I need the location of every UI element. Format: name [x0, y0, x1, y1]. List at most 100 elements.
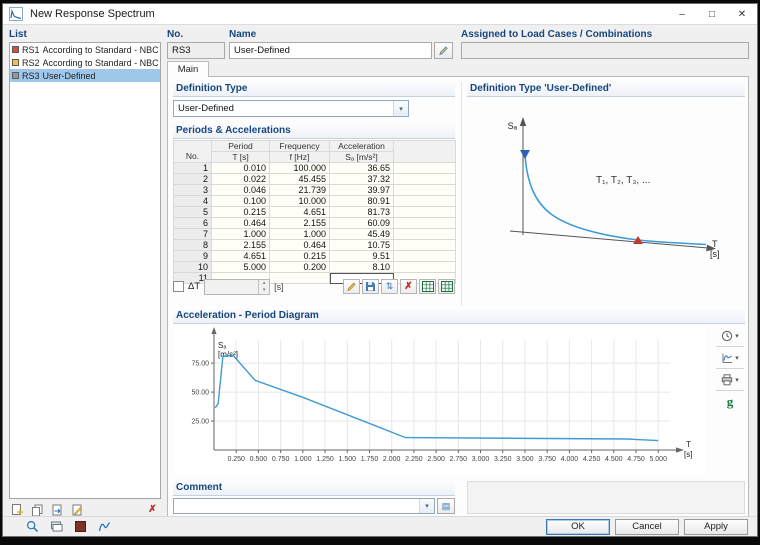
x-tick-label: 1.500	[339, 456, 357, 463]
y-tick-label: 50.00	[191, 390, 209, 397]
color-swatch-icon	[74, 521, 86, 532]
acceleration-cell[interactable]: 80.91	[329, 195, 394, 207]
ok-button[interactable]: OK	[546, 518, 610, 535]
minimize-button[interactable]: –	[679, 9, 685, 20]
col-filler	[393, 140, 456, 163]
excel-import-button[interactable]	[419, 279, 436, 294]
period-cell[interactable]: 0.022	[211, 173, 270, 185]
window-buttons: – □ ✕	[667, 4, 757, 25]
insert-icon: ▤	[441, 500, 451, 511]
comment-combo[interactable]: ▾	[173, 498, 435, 514]
close-button[interactable]: ✕	[737, 9, 747, 20]
period-cell[interactable]: 0.464	[211, 217, 270, 229]
no-field[interactable]: RS3	[167, 42, 225, 59]
frequency-cell[interactable]: 45.455	[269, 173, 330, 185]
frequency-cell[interactable]: 0.200	[269, 261, 330, 273]
delete-spectrum-button[interactable]: ✗	[144, 503, 161, 518]
frequency-cell[interactable]: 0.215	[269, 250, 330, 262]
comment-template-button[interactable]: ▤	[437, 498, 455, 514]
acceleration-cell[interactable]: 81.73	[329, 206, 394, 218]
period-cell[interactable]: 1.000	[211, 228, 270, 240]
row-number: 5	[173, 206, 212, 218]
period-cell[interactable]: 0.100	[211, 195, 270, 207]
tab-main[interactable]: Main	[167, 61, 209, 77]
acceleration-cell[interactable]: 39.97	[329, 184, 394, 196]
period-cell[interactable]: 0.046	[211, 184, 270, 196]
period-cell[interactable]: 0.215	[211, 206, 270, 218]
printer-icon	[722, 373, 733, 385]
details-button[interactable]	[22, 519, 42, 535]
print-button[interactable]: ▾	[713, 371, 747, 388]
period-cell[interactable]: 2.155	[211, 239, 270, 251]
layers-button[interactable]	[46, 519, 66, 535]
frequency-cell[interactable]: 21.739	[269, 184, 330, 196]
spin-up-icon[interactable]: ▴	[262, 279, 266, 286]
excel-export-button[interactable]	[438, 279, 455, 294]
pick-button[interactable]	[343, 279, 360, 294]
col-period: Period	[211, 140, 270, 152]
preview-annotation: T₁, T₂, T₃, ...	[596, 175, 650, 186]
save-table-button[interactable]	[362, 279, 379, 294]
color-swatch-button[interactable]	[70, 519, 90, 535]
x-tick-label: 2.500	[427, 456, 445, 463]
assigned-field[interactable]	[461, 42, 749, 59]
separator	[716, 346, 744, 347]
preview-x-label: T	[712, 239, 718, 249]
acceleration-cell[interactable]: 45.49	[329, 228, 394, 240]
frequency-cell[interactable]: 4.651	[269, 206, 330, 218]
frequency-cell[interactable]: 1.000	[269, 228, 330, 240]
period-cell[interactable]: 0.010	[211, 162, 270, 174]
chevron-down-icon[interactable]: ▾	[393, 101, 408, 116]
list-item-rs3[interactable]: RS3 User-Defined	[10, 69, 160, 82]
import-spectrum-button[interactable]	[49, 503, 66, 518]
frequency-cell[interactable]: 10.000	[269, 195, 330, 207]
title-bar: New Response Spectrum – □ ✕	[3, 4, 757, 25]
bottom-bar: OK Cancel Apply	[3, 516, 757, 536]
apply-button[interactable]: Apply	[684, 518, 748, 535]
delta-t-label: ΔT	[188, 281, 201, 292]
spin-down-icon[interactable]: ▾	[262, 286, 266, 293]
curve-settings-button[interactable]	[94, 519, 114, 535]
period-cell[interactable]: 5.000	[211, 261, 270, 273]
time-course-button[interactable]: ▾	[713, 327, 747, 344]
diagram-settings-button[interactable]: ▾	[713, 349, 747, 366]
definition-type-combo[interactable]: User-Defined ▾	[173, 100, 409, 117]
new-spectrum-button[interactable]	[9, 503, 26, 518]
delta-t-checkbox[interactable]	[173, 281, 184, 292]
frequency-cell[interactable]	[269, 272, 330, 284]
clear-table-button[interactable]: ✗	[400, 279, 417, 294]
edit-name-button[interactable]	[434, 42, 453, 59]
acceleration-cell[interactable]: 36.65	[329, 162, 394, 174]
renumber-button[interactable]	[69, 503, 86, 518]
period-cell[interactable]: 4.651	[211, 250, 270, 262]
chevron-down-icon[interactable]: ▾	[419, 499, 434, 513]
x-tick-label: 1.000	[294, 456, 312, 463]
sort-button[interactable]: ⇅	[381, 279, 398, 294]
acceleration-cell[interactable]: 8.10	[329, 261, 394, 273]
name-field[interactable]: User-Defined	[229, 42, 432, 59]
frequency-cell[interactable]: 100.000	[269, 162, 330, 174]
acceleration-cell[interactable]: 10.75	[329, 239, 394, 251]
row-number: 9	[173, 250, 212, 262]
cancel-button[interactable]: Cancel	[615, 518, 679, 535]
delta-t-spinner[interactable]: ▴ ▾	[258, 279, 269, 294]
maximize-button[interactable]: □	[708, 9, 716, 20]
filler-cell	[393, 162, 456, 174]
list-item-label: According to Standard - NBC | 20	[42, 44, 158, 55]
frequency-cell[interactable]: 0.464	[269, 239, 330, 251]
frequency-cell[interactable]: 2.155	[269, 217, 330, 229]
delta-t-input[interactable]: ▴ ▾	[204, 278, 271, 295]
x-axis-unit: [s]	[684, 450, 692, 459]
gravity-button[interactable]: g	[713, 393, 747, 410]
delta-t-unit: [s]	[274, 281, 284, 292]
x-tick-label: 4.250	[583, 456, 601, 463]
acceleration-cell[interactable]: 9.51	[329, 250, 394, 262]
copy-spectrum-button[interactable]	[29, 503, 46, 518]
period-row-5: 5 0.215 4.651 81.73	[173, 206, 456, 218]
acceleration-cell[interactable]: 60.09	[329, 217, 394, 229]
acceleration-cell[interactable]: 37.32	[329, 173, 394, 185]
g-icon: g	[726, 394, 734, 409]
